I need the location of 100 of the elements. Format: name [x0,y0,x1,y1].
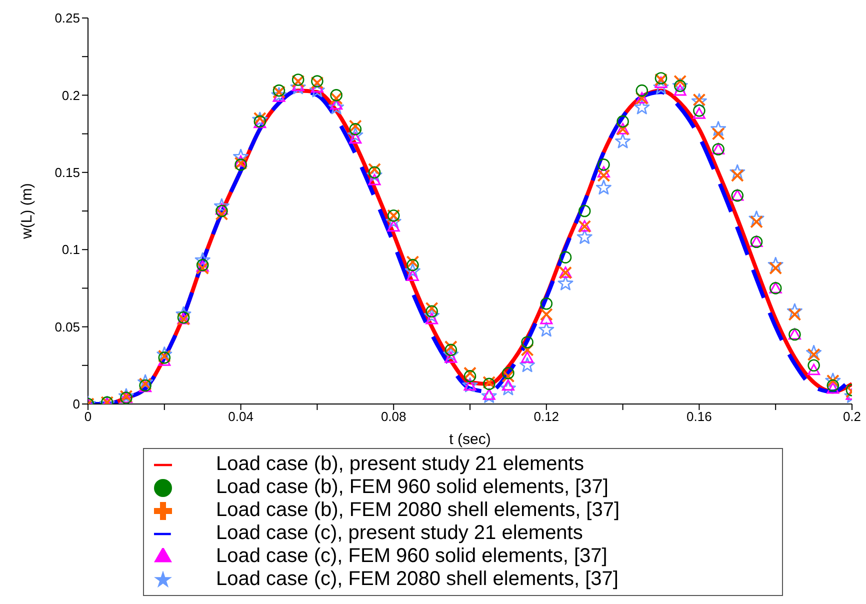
point [328,99,344,114]
point [176,306,192,322]
point [748,210,764,226]
point [481,388,497,403]
x-tick-label: 0.2 [842,409,862,424]
point [387,220,400,232]
point [674,84,686,96]
point [520,343,534,356]
y-tick-label: 0.2 [62,88,80,103]
point [826,382,840,394]
point [330,89,342,102]
point [576,229,592,244]
point [521,351,534,363]
point [730,164,746,180]
point [271,87,287,102]
y-tick-label: 0 [72,396,80,412]
point [806,344,822,360]
y-axis-title: w(L) (m) [18,183,36,240]
point [538,322,554,337]
point [426,305,438,318]
point [596,180,612,195]
point [808,359,820,372]
point [786,303,802,318]
point [368,166,381,179]
point [368,174,381,186]
point [558,275,574,290]
y-tick-label: 0.1 [62,242,80,258]
point [216,204,228,218]
point [578,204,591,218]
point [597,168,610,182]
point [502,370,515,383]
x-axis-title: t (sec) [449,431,491,448]
point [215,203,228,215]
point [769,262,782,275]
legend-label: Load case (b), present study 21 elements [215,453,584,475]
point [768,256,784,272]
point [330,98,343,110]
point [234,155,248,167]
point [730,168,744,182]
point [158,354,171,366]
point [540,308,553,321]
point [425,302,438,315]
point [634,99,650,114]
point [444,340,458,354]
point [406,270,419,281]
point [406,255,420,268]
point [807,348,820,362]
point [138,374,154,390]
point [500,380,516,396]
legend-label: Load case (c), FEM 2080 shell elements, [37] [215,568,618,590]
point [615,133,631,148]
point [598,158,610,171]
point [386,214,402,229]
point [348,127,364,142]
x-tick-label: 0.04 [228,409,254,424]
point [616,115,629,128]
point [502,379,514,391]
point [559,251,572,264]
point [426,312,438,324]
point [348,120,362,133]
point [156,346,172,362]
x-tick-label: 0.08 [380,409,406,424]
x-tick-label: 0.12 [534,409,560,424]
legend-label: Load case (b), FEM 960 solid elements, [37] [215,476,608,498]
point [330,92,343,105]
x-tick-label: 0 [84,409,92,424]
point [674,74,687,88]
point [214,198,230,214]
point [540,297,553,310]
point [502,366,514,380]
point [653,79,669,94]
point [693,104,706,117]
point [444,351,458,363]
point [215,208,228,221]
point [710,121,726,136]
y-tick-label: 0.25 [54,10,80,26]
point [443,346,459,362]
legend-label: Load case (c), FEM 960 solid elements, [37] [215,545,608,567]
point [750,215,763,228]
point [194,252,210,268]
point [406,258,419,272]
point [349,123,362,136]
point [521,336,534,348]
point [368,162,381,176]
point [444,344,458,356]
point [808,364,820,376]
point [692,107,706,119]
point [464,366,476,380]
point [654,76,668,88]
y-tick-label: 0.15 [54,165,80,180]
point [826,379,840,392]
x-tick-label: 0.16 [686,409,712,424]
point [788,308,802,321]
point [597,166,610,178]
point [404,263,420,278]
point [424,308,440,323]
point [712,127,725,140]
point [309,82,325,98]
legend-label: Load case (b), FEM 2080 shell elements, [37] [215,499,620,521]
y-tick-label: 0.05 [54,319,80,334]
